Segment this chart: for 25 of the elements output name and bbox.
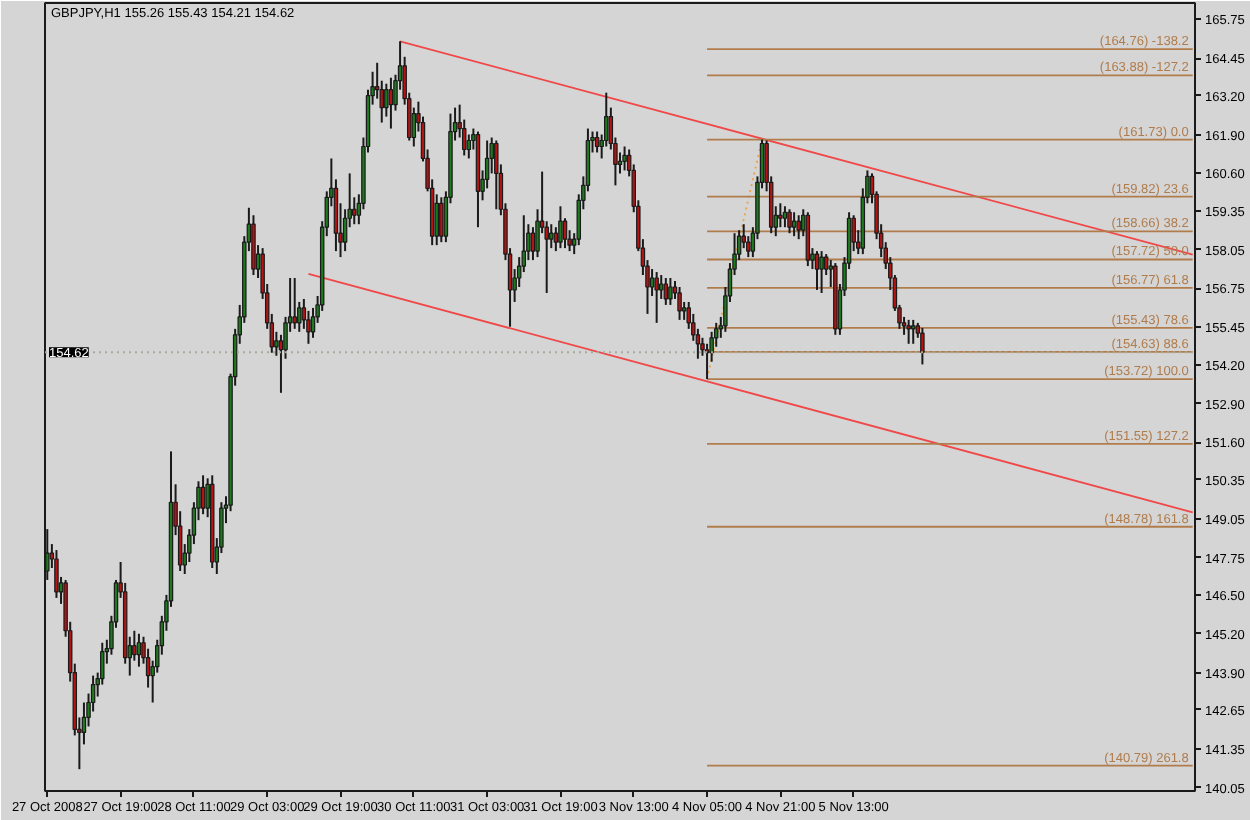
candlestick	[814, 250, 820, 291]
candlestick	[439, 196, 444, 244]
candlestick	[668, 277, 673, 306]
candlestick	[200, 474, 206, 516]
candlestick	[796, 214, 801, 241]
candlestick	[388, 76, 394, 130]
candlestick	[677, 285, 682, 321]
candlestick	[494, 139, 499, 211]
candlestick	[910, 318, 916, 345]
candlestick	[663, 277, 669, 306]
candlestick	[558, 205, 563, 250]
candlestick	[622, 145, 627, 172]
candlestick	[594, 130, 600, 154]
candlestick	[791, 211, 797, 238]
candlestick	[906, 318, 911, 345]
candlestick	[782, 205, 788, 229]
candlestick	[654, 271, 659, 324]
candlestick	[54, 549, 59, 599]
candlestick	[251, 214, 256, 277]
candlestick	[292, 277, 297, 330]
candlestick	[778, 202, 783, 229]
candlestick	[819, 250, 824, 294]
candlestick	[787, 208, 792, 235]
candlestick	[920, 326, 925, 366]
candlestick	[136, 632, 142, 668]
